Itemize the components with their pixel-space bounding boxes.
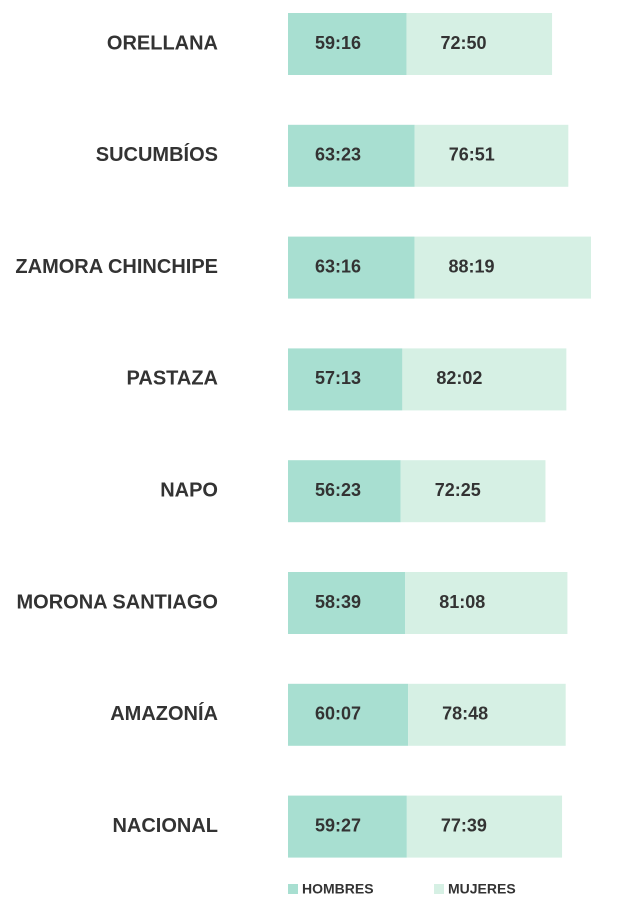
category-label: AMAZONÍA [110,702,218,725]
value-label: 59:27 [315,815,361,835]
value-label: 56:23 [315,480,361,500]
bar-segment [288,348,403,411]
bar-segment [414,236,591,299]
legend-label: MUJERES [448,881,516,897]
category-label: NAPO [160,479,218,501]
value-label: 76:51 [449,145,495,165]
value-label: 63:16 [315,256,361,276]
bar-segment [288,236,415,299]
value-label: 57:13 [315,368,361,388]
bar-segment [414,124,569,187]
bar-segment [288,13,407,75]
bar-segment [402,348,567,411]
category-label: MORONA SANTIAGO [17,591,218,613]
value-label: 58:39 [315,592,361,612]
legend-swatch [288,884,298,894]
bar-segment [406,795,563,858]
value-label: 60:07 [315,704,361,724]
legend-label: HOMBRES [302,881,374,897]
category-label: ORELLANA [107,32,218,54]
category-label: ZAMORA CHINCHIPE [15,256,218,278]
value-label: 59:16 [315,33,361,53]
bar-segment [288,795,407,858]
bar-segment [288,124,415,187]
value-label: 78:48 [442,704,488,724]
bar-segment [408,683,566,746]
value-label: 88:19 [448,256,494,276]
value-label: 72:50 [440,33,486,53]
bar-segment [406,13,553,75]
bar-segment [405,572,568,634]
bar-segment [400,460,546,523]
value-label: 81:08 [439,592,485,612]
legend-swatch [434,884,444,894]
bar-segment [288,683,409,746]
bar-segment [288,460,401,523]
value-label: 82:02 [436,368,482,388]
category-label: NACIONAL [112,815,218,837]
category-label: SUCUMBÍOS [96,143,218,166]
value-label: 63:23 [315,145,361,165]
bar-segment [288,572,406,634]
value-label: 72:25 [435,480,481,500]
value-label: 77:39 [441,815,487,835]
category-label: PASTAZA [127,368,218,390]
